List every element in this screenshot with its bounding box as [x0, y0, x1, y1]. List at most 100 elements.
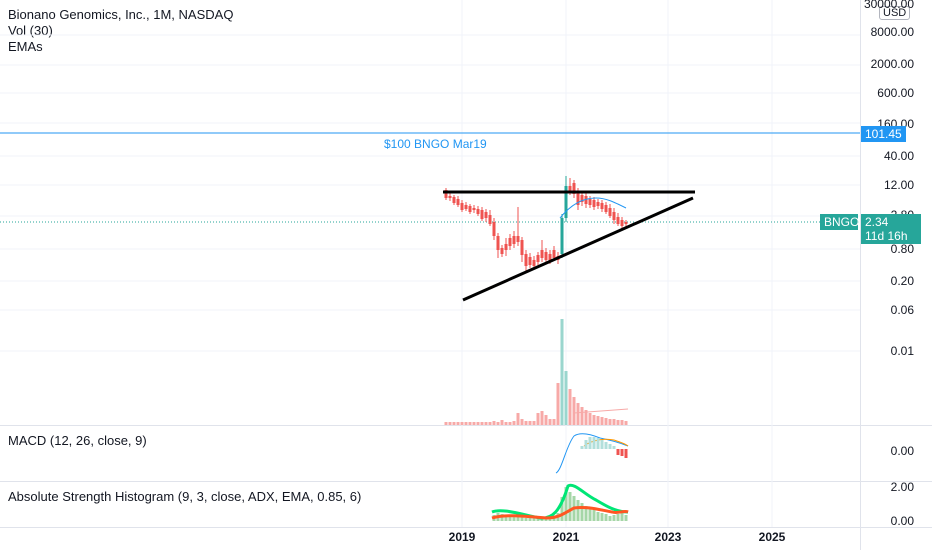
ash-histogram-bar	[528, 517, 532, 521]
macd-histogram-bar	[608, 444, 612, 449]
last-price-badge: 2.34 11d 16h	[861, 214, 921, 244]
macd-legend[interactable]: MACD (12, 26, close, 9)	[8, 433, 147, 448]
candle	[452, 197, 456, 203]
volume-bar	[584, 410, 588, 425]
candle	[448, 196, 452, 198]
volume-bar	[616, 420, 620, 425]
volume-bar	[464, 422, 468, 425]
candle	[576, 192, 580, 205]
volume-bar	[524, 421, 528, 425]
candle	[620, 220, 624, 226]
price-axis-label: 12.00	[883, 178, 914, 192]
candle	[524, 254, 528, 266]
volume-bar	[500, 420, 504, 425]
price-axis-label: 8000.00	[870, 25, 914, 39]
price-axis-label: 2000.00	[870, 57, 914, 71]
ash-histogram-bar	[516, 516, 520, 521]
volume-bar	[596, 416, 600, 425]
macd-line	[555, 433, 629, 474]
price-axis-label: 600.00	[877, 86, 914, 100]
volume-bar	[444, 422, 448, 425]
currency-label[interactable]: USD	[879, 6, 911, 20]
time-tick-2021: 2021	[552, 530, 580, 544]
ash-axis-top: 2.00	[890, 480, 914, 494]
volume-bar	[520, 419, 524, 425]
candle	[564, 186, 568, 218]
volume-bar	[504, 422, 508, 425]
ash-histogram-bar	[580, 503, 584, 521]
volume-bar	[608, 419, 612, 425]
volume-bar	[592, 415, 596, 425]
ash-histogram-bar	[576, 500, 580, 521]
volume-bar	[620, 420, 624, 425]
ash-histogram-bar	[560, 497, 564, 521]
ash-legend[interactable]: Absolute Strength Histogram (9, 3, close…	[8, 489, 362, 504]
volume-bar	[580, 407, 584, 425]
candle	[568, 186, 572, 192]
macd-histogram-bar	[600, 440, 604, 449]
time-axis-divider	[0, 527, 932, 528]
volume-bar	[600, 417, 604, 425]
pane-divider-ash[interactable]	[0, 481, 932, 482]
volume-bar	[612, 419, 616, 425]
volume-bar	[548, 419, 552, 425]
symbol-title[interactable]: Bionano Genomics, Inc., 1M, NASDAQ	[8, 7, 234, 22]
candle	[584, 196, 588, 204]
candle	[484, 212, 488, 218]
ash-histogram-bar	[552, 518, 556, 521]
candle	[580, 195, 584, 202]
pane-divider-macd[interactable]	[0, 425, 932, 426]
candle	[472, 208, 476, 210]
volume-bar	[476, 422, 480, 425]
candle	[540, 250, 544, 258]
candle	[612, 212, 616, 220]
ash-histogram-bar	[604, 514, 608, 521]
candle	[508, 238, 512, 246]
ash-histogram-bar	[524, 518, 528, 521]
candle	[532, 260, 536, 266]
volume-bar	[572, 397, 576, 425]
volume-indicator-label[interactable]: Vol (30)	[8, 23, 53, 38]
hline-label[interactable]: $100 BNGO Mar19	[384, 137, 487, 151]
last-symbol-badge: BNGO	[820, 214, 859, 230]
volume-bar	[456, 422, 460, 425]
ash-histogram-bar	[616, 514, 620, 521]
candle	[604, 205, 608, 212]
ash-histogram-bar	[592, 510, 596, 521]
volume-bar	[480, 422, 484, 425]
ash-histogram-bar	[532, 517, 536, 521]
ema-indicator-label[interactable]: EMAs	[8, 39, 43, 54]
price-axis-label: 0.01	[890, 344, 914, 358]
candle	[596, 202, 600, 206]
support-trendline	[462, 196, 694, 302]
volume-bar	[472, 422, 476, 425]
signal-line	[583, 438, 629, 447]
candle	[516, 236, 520, 242]
candle	[588, 199, 592, 205]
ash-bear-line	[491, 506, 629, 520]
candle	[512, 236, 516, 244]
macd-histogram-bar	[588, 437, 592, 449]
candle	[504, 244, 508, 250]
candle	[616, 217, 620, 224]
volume-bar	[496, 422, 500, 425]
candle	[444, 190, 448, 198]
ash-histogram-bar	[548, 518, 552, 521]
time-tick-2025: 2025	[758, 530, 786, 544]
chart-legend: Bionano Genomics, Inc., 1M, NASDAQ Vol (…	[8, 7, 233, 55]
ash-histogram-bar	[536, 518, 540, 521]
candle	[552, 250, 556, 258]
candle	[500, 248, 504, 254]
price-axis-label: 30000.00	[863, 0, 914, 11]
time-tick-2019: 2019	[448, 530, 476, 544]
candle	[456, 199, 460, 205]
candle	[488, 215, 492, 224]
ash-histogram-bar	[608, 516, 612, 521]
price-axis-label: 40.00	[883, 149, 914, 163]
candle	[624, 222, 628, 224]
volume-ma-line	[573, 408, 629, 414]
price-axis-divider	[860, 0, 861, 550]
ash-histogram-bar	[600, 513, 604, 521]
candle	[496, 236, 500, 250]
